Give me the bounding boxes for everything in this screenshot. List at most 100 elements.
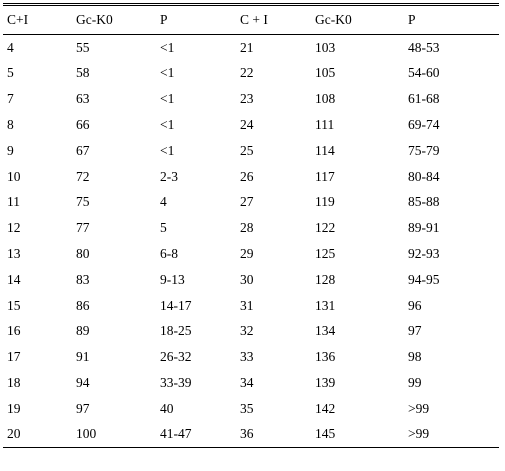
cell-p-2: 96 bbox=[408, 297, 422, 313]
cell-c-plus-i: 5 bbox=[7, 65, 14, 81]
cell-p-2: 92-93 bbox=[408, 246, 440, 262]
cell-gc-k0: 66 bbox=[76, 117, 90, 133]
cell-gc-k0-2: 139 bbox=[315, 375, 336, 390]
cell-gc-k0-2: 114 bbox=[315, 142, 335, 158]
cell-p: 33-39 bbox=[160, 375, 192, 390]
cell-c-plus-i-2: 30 bbox=[240, 271, 254, 287]
cell-c-plus-i: 18 bbox=[7, 375, 21, 390]
cell-gc-k0-2: 117 bbox=[315, 168, 335, 184]
cell-c-plus-i: 16 bbox=[7, 323, 21, 339]
cell-gc-k0: 91 bbox=[76, 349, 90, 365]
cell-p-2: 69-74 bbox=[408, 117, 440, 133]
cell-c-plus-i-2: 35 bbox=[240, 400, 254, 416]
cell-p: <1 bbox=[160, 117, 175, 133]
cell-c-plus-i: 7 bbox=[7, 91, 14, 107]
table-header: C+I Gc-K0 P C + I Gc-K0 P bbox=[3, 4, 499, 35]
cell-gc-k0: 58 bbox=[76, 65, 90, 81]
cell-c-plus-i: 15 bbox=[7, 297, 21, 313]
table-row: 20 100 41-47 36 145 >99 bbox=[3, 421, 499, 448]
cell-p: <1 bbox=[160, 142, 175, 158]
table-row: 7 63 <1 23 108 61-68 bbox=[3, 86, 499, 112]
table-body: 4 55 <1 21 103 48-53 5 58 <1 22 105 54-60 7 63 <1 23 108… bbox=[3, 35, 499, 448]
cell-c-plus-i-2: 21 bbox=[240, 39, 254, 55]
cell-c-plus-i: 8 bbox=[7, 117, 14, 133]
cell-p-2: 89-91 bbox=[408, 220, 440, 236]
cell-gc-k0-2: 131 bbox=[315, 297, 336, 313]
cell-gc-k0: 86 bbox=[76, 297, 90, 313]
cell-c-plus-i-2: 31 bbox=[240, 297, 254, 313]
cell-gc-k0: 55 bbox=[76, 39, 90, 55]
cell-gc-k0: 72 bbox=[76, 168, 90, 184]
table-row: 12 77 5 28 122 89-91 bbox=[3, 215, 499, 241]
table-row: 5 58 <1 22 105 54-60 bbox=[3, 60, 499, 86]
cell-p-2: 85-88 bbox=[408, 194, 440, 210]
cell-gc-k0: 80 bbox=[76, 246, 90, 262]
table-row: 17 91 26-32 33 136 98 bbox=[3, 344, 499, 370]
cell-c-plus-i: 20 bbox=[7, 426, 21, 442]
cell-gc-k0: 83 bbox=[76, 271, 90, 287]
cell-p: <1 bbox=[160, 39, 175, 55]
cell-c-plus-i-2: 26 bbox=[240, 168, 254, 184]
cell-c-plus-i-2: 27 bbox=[240, 194, 254, 210]
cell-gc-k0-2: 119 bbox=[315, 194, 335, 210]
header-cell-p: P bbox=[160, 12, 168, 28]
cell-gc-k0-2: 145 bbox=[315, 426, 336, 442]
cell-c-plus-i: 4 bbox=[7, 39, 14, 55]
header-row: C+I Gc-K0 P C + I Gc-K0 P bbox=[3, 4, 499, 35]
cell-c-plus-i: 14 bbox=[7, 271, 21, 287]
cell-gc-k0-2: 122 bbox=[315, 220, 336, 236]
cell-c-plus-i-2: 25 bbox=[240, 142, 254, 158]
cell-gc-k0: 97 bbox=[76, 400, 90, 416]
cell-gc-k0: 77 bbox=[76, 220, 90, 236]
cell-p-2: 94-95 bbox=[408, 271, 440, 287]
table-row: 8 66 <1 24 111 69-74 bbox=[3, 112, 499, 138]
header-cell-c-plus-i: C+I bbox=[7, 12, 29, 28]
cell-p: <1 bbox=[160, 65, 175, 81]
cell-gc-k0-2: 108 bbox=[315, 91, 336, 107]
cell-p-2: 80-84 bbox=[408, 168, 440, 184]
cell-p-2: 61-68 bbox=[408, 91, 440, 107]
cell-p: 4 bbox=[160, 194, 167, 210]
cell-p: 40 bbox=[160, 400, 174, 416]
header-cell-p-2: P bbox=[408, 12, 416, 28]
cell-gc-k0: 100 bbox=[76, 426, 97, 442]
cell-p: 18-25 bbox=[160, 323, 192, 339]
cell-p: 9-13 bbox=[160, 271, 185, 287]
cell-c-plus-i-2: 28 bbox=[240, 220, 254, 236]
table-row: 11 75 4 27 119 85-88 bbox=[3, 189, 499, 215]
cell-p: 5 bbox=[160, 220, 167, 236]
cell-p: 26-32 bbox=[160, 349, 192, 365]
cell-gc-k0-2: 128 bbox=[315, 271, 336, 287]
cell-p: 14-17 bbox=[160, 297, 192, 313]
table-row: 18 94 33-39 34 139 99 bbox=[3, 370, 499, 396]
cell-c-plus-i-2: 23 bbox=[240, 91, 254, 107]
table-row: 14 83 9-13 30 128 94-95 bbox=[3, 267, 499, 293]
cell-p: 41-47 bbox=[160, 426, 192, 442]
cell-gc-k0-2: 125 bbox=[315, 246, 336, 262]
cell-gc-k0-2: 105 bbox=[315, 65, 336, 81]
cell-gc-k0: 89 bbox=[76, 323, 90, 339]
cell-p-2: >99 bbox=[408, 400, 430, 416]
cell-c-plus-i: 10 bbox=[7, 168, 21, 184]
cell-c-plus-i-2: 24 bbox=[240, 117, 254, 133]
cell-gc-k0-2: 103 bbox=[315, 39, 336, 55]
cell-c-plus-i-2: 29 bbox=[240, 246, 254, 262]
cell-gc-k0: 94 bbox=[76, 375, 90, 390]
cell-c-plus-i-2: 36 bbox=[240, 426, 254, 442]
cell-p: <1 bbox=[160, 91, 175, 107]
header-cell-gc-k0: Gc-K0 bbox=[76, 12, 113, 28]
cell-p-2: >99 bbox=[408, 426, 430, 442]
cell-p-2: 75-79 bbox=[408, 142, 440, 158]
cell-c-plus-i: 9 bbox=[7, 142, 14, 158]
cell-p-2: 54-60 bbox=[408, 65, 440, 81]
cell-c-plus-i: 17 bbox=[7, 349, 21, 365]
norms-table: C+I Gc-K0 P C + I Gc-K0 P 4 55 <1 21 103 48-5… bbox=[3, 3, 499, 448]
cell-c-plus-i-2: 22 bbox=[240, 65, 254, 81]
table-row: 19 97 40 35 142 >99 bbox=[3, 396, 499, 422]
cell-c-plus-i: 12 bbox=[7, 220, 21, 236]
table-row: 4 55 <1 21 103 48-53 bbox=[3, 35, 499, 61]
table-row: 15 86 14-17 31 131 96 bbox=[3, 292, 499, 318]
table-row: 13 80 6-8 29 125 92-93 bbox=[3, 241, 499, 267]
table-row: 16 89 18-25 32 134 97 bbox=[3, 318, 499, 344]
